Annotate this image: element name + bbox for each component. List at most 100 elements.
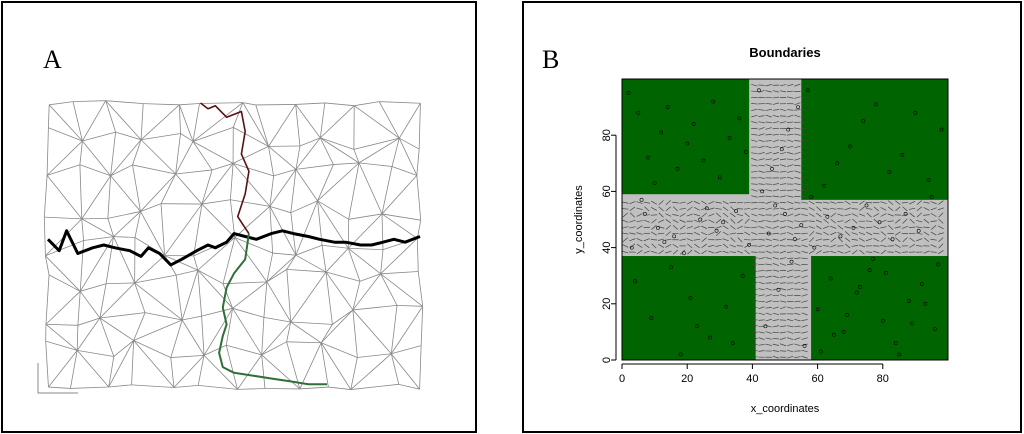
scatter-point (799, 223, 804, 228)
vector-mark (701, 231, 708, 236)
vector-mark (909, 212, 915, 218)
scatter-point (802, 344, 807, 348)
vector-mark (844, 219, 851, 224)
vector-mark (751, 269, 758, 272)
scatter-point (786, 127, 791, 132)
vector-mark (636, 238, 643, 242)
scatter-point (730, 341, 735, 346)
mesh-edge (391, 166, 417, 176)
vector-mark (686, 238, 693, 242)
vector-mark (772, 269, 780, 272)
scatter-point (880, 318, 885, 323)
vector-mark (808, 213, 815, 217)
mesh-edge (381, 213, 384, 250)
vector-mark (672, 249, 679, 255)
vector-mark (786, 257, 794, 259)
vector-mark (787, 213, 794, 217)
vector-mark (658, 212, 664, 218)
mesh-edge (144, 312, 183, 321)
scatter-point (773, 203, 778, 208)
vector-mark (772, 257, 780, 260)
vector-mark (758, 263, 765, 266)
vector-mark (887, 220, 894, 222)
vector-mark (758, 195, 765, 198)
vector-mark (772, 232, 780, 235)
vector-mark (801, 152, 808, 154)
mesh-edge (286, 269, 292, 323)
vector-mark (751, 183, 758, 185)
vector-mark (787, 325, 794, 328)
vector-mark (938, 212, 944, 218)
vector-mark (765, 318, 772, 322)
vector-mark (801, 114, 808, 118)
vector-mark (758, 176, 765, 179)
vector-mark (686, 226, 693, 229)
mesh-edge (299, 386, 329, 390)
vector-mark (772, 325, 780, 328)
vector-mark (909, 200, 916, 205)
mesh-edge (133, 312, 146, 341)
mesh-edge (201, 163, 234, 205)
vector-mark (758, 213, 765, 217)
vector-mark (629, 201, 636, 205)
mesh-edge (324, 102, 355, 107)
mesh-edge (319, 137, 334, 165)
region-bottom-left (622, 256, 756, 360)
vector-mark (729, 244, 736, 248)
mesh-edge (352, 281, 361, 311)
vector-mark (801, 312, 808, 316)
vector-mark (751, 337, 758, 340)
vector-mark (779, 164, 787, 167)
scatter-point (682, 251, 686, 256)
vector-mark (700, 207, 708, 211)
mesh-edge (350, 357, 358, 390)
mesh-edge (352, 309, 358, 358)
mesh-edge (398, 138, 418, 176)
mesh-edge (79, 240, 85, 292)
vector-mark (722, 212, 729, 218)
mesh-edge (333, 162, 360, 165)
mesh-edge (350, 353, 392, 390)
vector-mark (758, 183, 765, 185)
vector-mark (937, 207, 944, 211)
vector-mark (923, 218, 930, 224)
vector-mark (765, 151, 772, 155)
mesh-edge (237, 388, 265, 390)
vector-mark (629, 206, 636, 212)
vector-mark (887, 200, 894, 205)
vector-mark (772, 287, 780, 291)
vector-mark (708, 231, 715, 236)
mesh-edge (290, 321, 333, 325)
mesh-edge (357, 353, 392, 358)
vector-mark (772, 312, 780, 316)
panel-a-letter: A (43, 45, 62, 74)
vector-mark (801, 251, 808, 254)
mesh-edge (179, 103, 200, 106)
mesh-edge (381, 166, 393, 215)
mesh-edge (379, 101, 421, 104)
mesh-edge (170, 319, 183, 358)
vector-mark (837, 232, 844, 235)
mesh-edge (180, 133, 194, 142)
vector-mark (794, 356, 801, 359)
vector-mark (794, 145, 801, 149)
scatter-point (867, 268, 872, 272)
vector-mark (730, 218, 736, 224)
mesh-edge (295, 254, 327, 273)
mesh-edge (44, 216, 82, 220)
mesh-edge (222, 281, 267, 285)
vector-mark (622, 237, 628, 243)
vector-mark (816, 206, 822, 212)
mesh-edge (269, 169, 297, 207)
vector-mark (779, 282, 787, 284)
scatter-point (766, 231, 771, 236)
vector-mark (715, 201, 722, 204)
vector-mark (765, 325, 772, 328)
mesh-edge (108, 356, 115, 388)
vector-mark (851, 245, 858, 247)
vector-mark (758, 350, 765, 352)
vector-mark (837, 250, 844, 254)
vector-mark (923, 226, 930, 229)
mesh-edge (201, 199, 231, 205)
vector-mark (765, 127, 772, 130)
